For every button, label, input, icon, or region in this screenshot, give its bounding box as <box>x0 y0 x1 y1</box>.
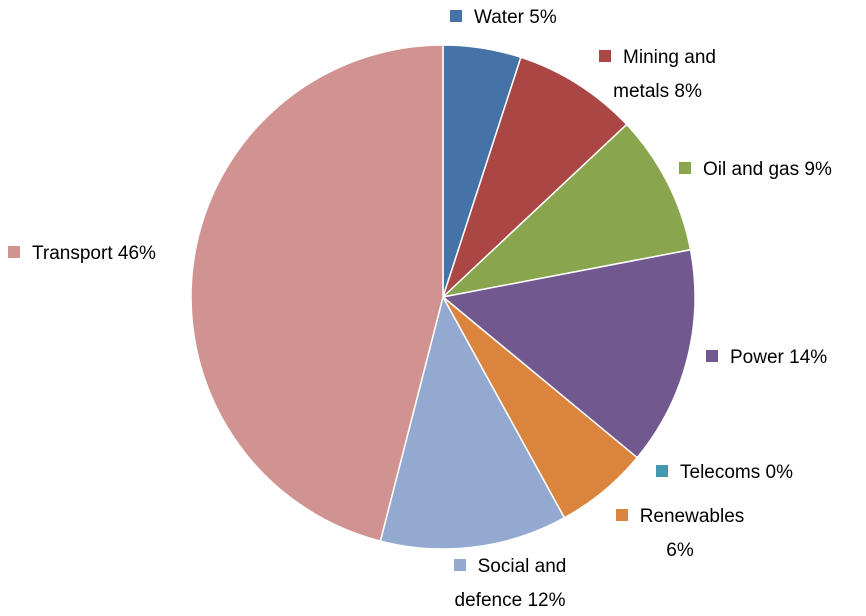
category-label: Power <box>730 347 784 368</box>
value-label: 46% <box>117 243 156 264</box>
pie-slice <box>442 56 628 298</box>
category-label: Transport <box>32 243 113 264</box>
category-label: Oil and gas <box>703 159 800 180</box>
data-label: Telecoms 0% <box>656 456 793 490</box>
value-label: 9% <box>804 159 832 180</box>
category-label: Water <box>474 7 524 28</box>
category-label: Renewables <box>639 506 745 527</box>
value-label: 5% <box>529 7 557 28</box>
legend-swatch <box>615 509 628 521</box>
pie-slice <box>190 44 444 542</box>
legend-swatch <box>453 559 466 571</box>
data-label: Water 5% <box>450 1 557 35</box>
data-label: Power 14% <box>706 341 827 375</box>
legend-swatch <box>599 50 612 62</box>
data-label: Mining and metals 8% <box>575 41 740 109</box>
pie-slice <box>441 248 696 459</box>
legend-swatch <box>450 10 462 22</box>
data-label: Transport 46% <box>8 237 156 271</box>
legend-swatch <box>656 465 668 477</box>
data-label: Oil and gas 9% <box>679 153 832 187</box>
value-label: 14% <box>789 347 828 368</box>
category-label: Telecoms <box>680 462 761 483</box>
pie-slice <box>379 294 566 550</box>
value-label: 12% <box>527 590 566 611</box>
value-label: 0% <box>765 462 793 483</box>
legend-swatch <box>679 162 691 174</box>
legend-swatch <box>8 246 20 258</box>
value-label: 8% <box>674 81 702 102</box>
data-label: Social and defence 12% <box>425 550 595 616</box>
data-label: Renewables 6% <box>605 500 755 568</box>
category-label: Social and defence <box>454 556 567 611</box>
pie-slice <box>440 123 692 299</box>
value-label: 6% <box>666 540 694 561</box>
legend-swatch <box>706 350 718 362</box>
category-label: Mining and metals <box>613 47 716 102</box>
